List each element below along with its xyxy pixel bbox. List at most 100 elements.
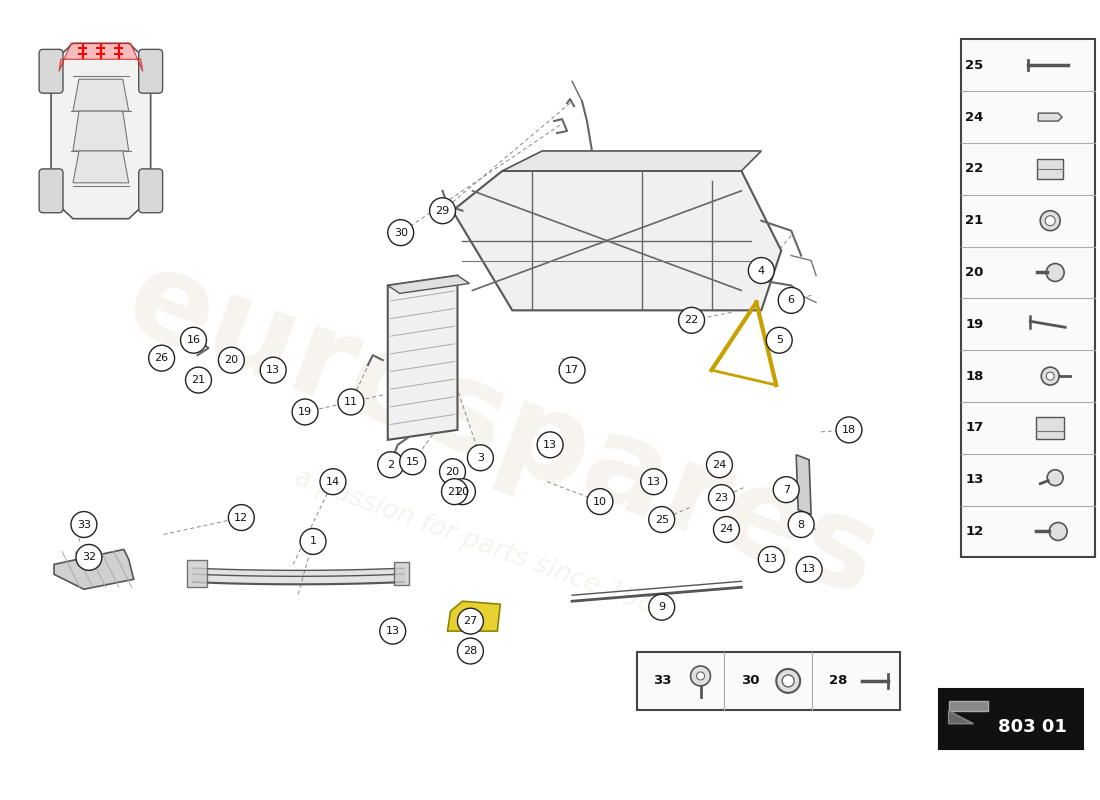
- Circle shape: [649, 506, 674, 533]
- Text: 24: 24: [713, 460, 727, 470]
- Circle shape: [76, 545, 102, 570]
- Circle shape: [186, 367, 211, 393]
- Text: eurospares: eurospares: [110, 238, 894, 622]
- Circle shape: [559, 357, 585, 383]
- Text: 28: 28: [828, 674, 847, 687]
- Text: 5: 5: [776, 335, 783, 346]
- Text: a passion for parts since 1985: a passion for parts since 1985: [290, 464, 674, 625]
- Text: 29: 29: [436, 206, 450, 216]
- FancyBboxPatch shape: [40, 169, 63, 213]
- Circle shape: [229, 505, 254, 530]
- Circle shape: [691, 666, 711, 686]
- Text: 13: 13: [266, 365, 280, 375]
- Text: 24: 24: [719, 525, 734, 534]
- Bar: [637, 652, 900, 710]
- Bar: [938, 689, 1084, 749]
- FancyBboxPatch shape: [139, 50, 163, 93]
- Text: 33: 33: [77, 519, 91, 530]
- Text: 13: 13: [543, 440, 557, 450]
- Polygon shape: [503, 151, 761, 171]
- Circle shape: [1047, 470, 1063, 486]
- Circle shape: [773, 477, 800, 502]
- Text: 17: 17: [966, 422, 983, 434]
- Text: 19: 19: [298, 407, 312, 417]
- Text: 8: 8: [798, 519, 805, 530]
- Circle shape: [706, 452, 733, 478]
- Text: 20: 20: [966, 266, 983, 279]
- Text: 23: 23: [714, 493, 728, 502]
- Circle shape: [836, 417, 862, 443]
- Polygon shape: [1038, 113, 1063, 121]
- Circle shape: [261, 357, 286, 383]
- Circle shape: [767, 327, 792, 353]
- Polygon shape: [73, 151, 129, 183]
- Circle shape: [1046, 372, 1054, 380]
- Text: 25: 25: [966, 58, 983, 72]
- Text: 4: 4: [758, 266, 764, 275]
- Text: 15: 15: [406, 457, 420, 466]
- Polygon shape: [51, 43, 151, 218]
- Text: 19: 19: [966, 318, 983, 330]
- Circle shape: [399, 449, 426, 474]
- Polygon shape: [59, 43, 143, 71]
- Circle shape: [468, 445, 493, 470]
- Text: 24: 24: [966, 110, 983, 123]
- Polygon shape: [54, 550, 134, 590]
- Circle shape: [450, 478, 475, 505]
- Circle shape: [1049, 522, 1067, 541]
- Text: 12: 12: [966, 525, 983, 538]
- Circle shape: [430, 198, 455, 224]
- Polygon shape: [73, 111, 129, 151]
- Text: 21: 21: [448, 486, 462, 497]
- Text: 16: 16: [187, 335, 200, 346]
- Polygon shape: [948, 701, 989, 710]
- Text: 18: 18: [966, 370, 983, 382]
- Circle shape: [641, 469, 667, 494]
- Text: 13: 13: [966, 473, 983, 486]
- Circle shape: [1046, 263, 1064, 282]
- Circle shape: [537, 432, 563, 458]
- Text: 27: 27: [463, 616, 477, 626]
- Circle shape: [441, 478, 468, 505]
- Circle shape: [338, 389, 364, 415]
- Circle shape: [789, 511, 814, 538]
- Text: 20: 20: [446, 466, 460, 477]
- Text: 22: 22: [684, 315, 699, 326]
- Circle shape: [377, 452, 404, 478]
- Circle shape: [796, 556, 822, 582]
- Bar: [1036, 417, 1064, 439]
- Bar: [1037, 159, 1063, 179]
- FancyBboxPatch shape: [139, 169, 163, 213]
- Circle shape: [1041, 210, 1060, 230]
- Text: 6: 6: [788, 295, 794, 306]
- Circle shape: [320, 469, 345, 494]
- Text: 30: 30: [394, 228, 408, 238]
- Polygon shape: [452, 171, 781, 310]
- Text: 14: 14: [326, 477, 340, 486]
- Text: 10: 10: [593, 497, 607, 506]
- Circle shape: [748, 258, 774, 283]
- Circle shape: [696, 672, 704, 680]
- Circle shape: [587, 489, 613, 514]
- Text: 13: 13: [802, 564, 816, 574]
- Text: 25: 25: [654, 514, 669, 525]
- Polygon shape: [448, 602, 501, 631]
- Circle shape: [148, 346, 175, 371]
- Circle shape: [300, 529, 326, 554]
- Text: 13: 13: [647, 477, 661, 486]
- Text: 803 01: 803 01: [998, 718, 1067, 736]
- Circle shape: [782, 675, 794, 687]
- Text: 18: 18: [842, 425, 856, 435]
- Text: 2: 2: [387, 460, 394, 470]
- Circle shape: [1045, 216, 1055, 226]
- Text: 11: 11: [344, 397, 358, 407]
- Text: 9: 9: [658, 602, 666, 612]
- Text: 30: 30: [741, 674, 760, 687]
- Circle shape: [379, 618, 406, 644]
- Circle shape: [219, 347, 244, 373]
- Circle shape: [72, 511, 97, 538]
- Polygon shape: [73, 79, 129, 111]
- Text: 21: 21: [191, 375, 206, 385]
- Text: 3: 3: [477, 453, 484, 462]
- Text: 20: 20: [455, 486, 470, 497]
